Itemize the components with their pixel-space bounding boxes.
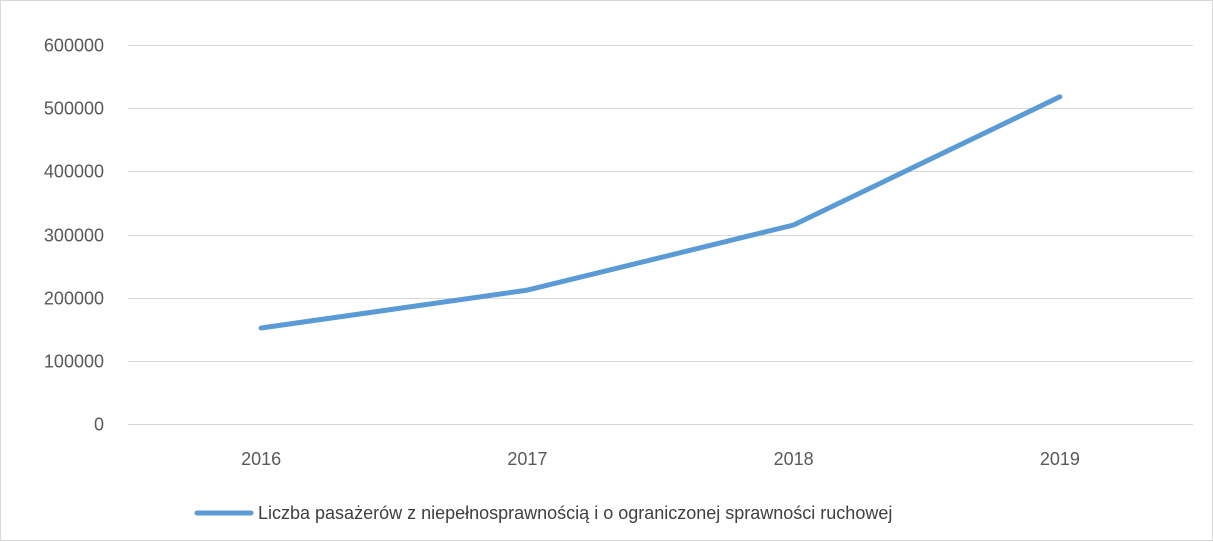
x-tick-label: 2016 (241, 449, 281, 469)
gridlines (128, 45, 1193, 425)
x-tick-label: 2018 (774, 449, 814, 469)
legend-label: Liczba pasażerów z niepełnosprawnością i… (258, 503, 892, 523)
series-line (258, 94, 1063, 331)
y-tick-label: 200000 (44, 289, 104, 309)
x-tick-label: 2017 (507, 449, 547, 469)
y-tick-label: 100000 (44, 352, 104, 372)
y-tick-label: 300000 (44, 226, 104, 246)
y-tick-label: 0 (94, 415, 104, 435)
series-lines (258, 94, 1063, 331)
legend: Liczba pasażerów z niepełnosprawnością i… (194, 503, 892, 523)
y-tick-label: 400000 (44, 162, 104, 182)
x-axis-tick-labels: 2016 2017 2018 2019 (241, 449, 1080, 469)
y-tick-label: 500000 (44, 99, 104, 119)
y-axis-tick-labels: 0 100000 200000 300000 400000 500000 600000 (44, 36, 104, 435)
x-tick-label: 2019 (1040, 449, 1080, 469)
y-tick-label: 600000 (44, 36, 104, 56)
